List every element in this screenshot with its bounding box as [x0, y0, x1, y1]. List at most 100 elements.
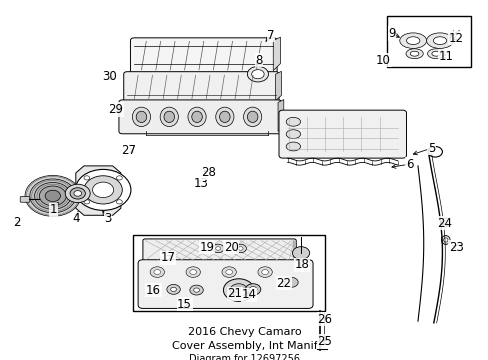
Circle shape [189, 285, 203, 295]
Circle shape [189, 270, 196, 275]
FancyBboxPatch shape [279, 110, 406, 158]
Text: 7: 7 [266, 29, 274, 42]
Circle shape [30, 179, 76, 213]
FancyBboxPatch shape [138, 260, 312, 309]
Circle shape [234, 244, 246, 253]
Text: 25: 25 [317, 335, 332, 348]
Ellipse shape [243, 107, 261, 127]
Circle shape [35, 183, 71, 209]
Text: 18: 18 [294, 258, 309, 271]
Circle shape [170, 287, 176, 292]
Circle shape [238, 247, 243, 250]
Ellipse shape [427, 49, 444, 59]
Text: 24: 24 [436, 217, 451, 230]
Circle shape [223, 279, 254, 301]
Text: 16: 16 [145, 284, 161, 297]
Ellipse shape [187, 107, 206, 127]
Ellipse shape [132, 107, 150, 127]
Ellipse shape [441, 218, 449, 227]
Circle shape [154, 270, 161, 275]
Ellipse shape [406, 37, 419, 45]
Ellipse shape [247, 111, 257, 122]
Ellipse shape [163, 111, 174, 122]
Text: 17: 17 [160, 251, 175, 264]
Circle shape [247, 66, 268, 82]
Circle shape [25, 175, 81, 216]
Ellipse shape [160, 107, 178, 127]
Circle shape [212, 244, 224, 253]
Ellipse shape [285, 142, 300, 151]
Circle shape [70, 188, 85, 199]
Polygon shape [275, 71, 281, 100]
Text: 19: 19 [199, 240, 214, 253]
Text: 15: 15 [177, 298, 192, 311]
Circle shape [92, 182, 113, 198]
Ellipse shape [405, 49, 423, 59]
Polygon shape [273, 37, 280, 71]
Text: 21: 21 [227, 287, 242, 300]
Text: 11: 11 [437, 50, 452, 63]
Circle shape [45, 190, 61, 202]
Ellipse shape [431, 51, 440, 56]
Text: 2: 2 [13, 216, 20, 229]
Text: 5: 5 [427, 142, 434, 155]
Circle shape [225, 270, 232, 275]
Circle shape [251, 69, 264, 79]
Circle shape [284, 277, 298, 287]
Ellipse shape [443, 238, 447, 242]
Ellipse shape [215, 107, 233, 127]
FancyBboxPatch shape [119, 100, 281, 134]
Ellipse shape [432, 37, 446, 45]
FancyBboxPatch shape [130, 38, 277, 73]
Ellipse shape [285, 130, 300, 139]
Ellipse shape [285, 117, 300, 126]
Ellipse shape [219, 111, 230, 122]
Text: 30: 30 [102, 71, 117, 84]
Circle shape [427, 147, 442, 157]
Circle shape [230, 284, 247, 296]
Text: 20: 20 [223, 240, 238, 253]
Text: 4: 4 [72, 212, 80, 225]
Ellipse shape [426, 33, 452, 48]
Ellipse shape [399, 33, 426, 48]
Ellipse shape [191, 111, 202, 122]
Ellipse shape [409, 51, 418, 56]
Circle shape [292, 247, 309, 259]
Circle shape [65, 184, 90, 203]
Circle shape [84, 176, 122, 204]
Circle shape [215, 247, 220, 250]
Text: 22: 22 [276, 276, 291, 289]
Circle shape [249, 287, 256, 292]
Text: 14: 14 [241, 288, 256, 301]
Polygon shape [76, 166, 121, 215]
Text: 12: 12 [448, 32, 463, 45]
Circle shape [261, 270, 268, 275]
Text: Diagram for 12697256: Diagram for 12697256 [189, 354, 299, 360]
Text: 10: 10 [375, 54, 390, 67]
Circle shape [222, 267, 236, 277]
Circle shape [84, 176, 90, 180]
Text: 26: 26 [317, 313, 332, 326]
FancyBboxPatch shape [20, 197, 30, 202]
Text: 1: 1 [50, 203, 58, 216]
Circle shape [185, 267, 200, 277]
Circle shape [257, 267, 272, 277]
Ellipse shape [441, 235, 449, 244]
Text: 9: 9 [387, 27, 395, 40]
Text: 2016 Chevy Camaro: 2016 Chevy Camaro [187, 327, 301, 337]
Bar [386, 16, 470, 67]
Text: 27: 27 [121, 144, 136, 157]
Text: 23: 23 [448, 240, 463, 253]
Text: 8: 8 [255, 54, 262, 67]
Ellipse shape [136, 111, 146, 122]
Circle shape [116, 176, 122, 180]
Circle shape [84, 200, 90, 204]
Polygon shape [278, 100, 283, 131]
FancyBboxPatch shape [123, 72, 279, 103]
Ellipse shape [443, 220, 447, 224]
FancyBboxPatch shape [142, 239, 296, 262]
Text: 29: 29 [108, 103, 123, 116]
Circle shape [116, 200, 122, 204]
Circle shape [166, 284, 180, 294]
Text: 6: 6 [405, 158, 413, 171]
